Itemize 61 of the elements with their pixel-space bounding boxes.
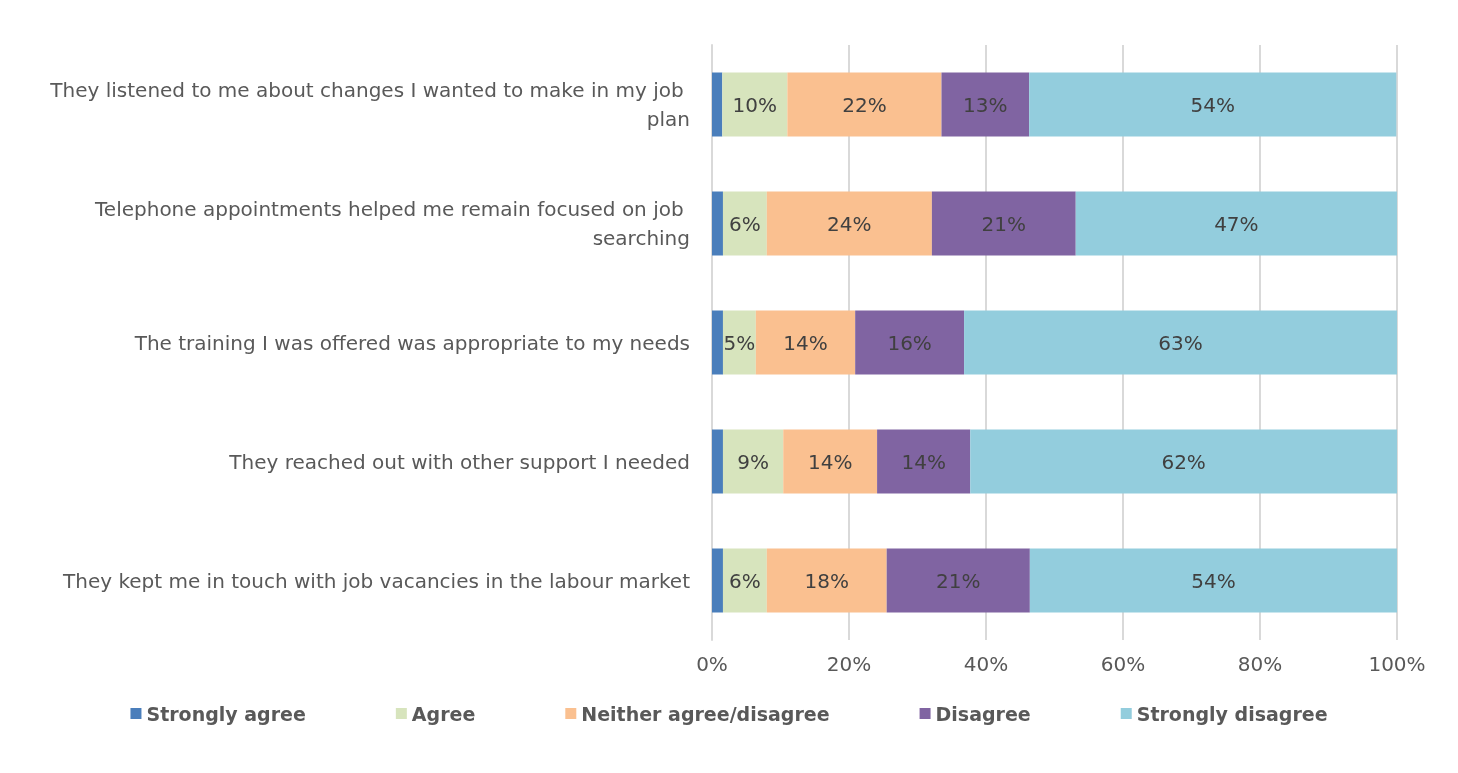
legend-label: Strongly disagree [1136, 702, 1328, 725]
bar [722, 191, 767, 256]
bar [1029, 548, 1397, 613]
bar [722, 429, 784, 494]
data-label: 24% [827, 211, 872, 236]
x-tick-label: 0% [696, 652, 728, 676]
x-tick-label: 80% [1237, 652, 1283, 676]
y-tick-label: They kept me in touch with job vacancies in the labour market [61, 568, 691, 593]
bar [1075, 191, 1397, 256]
x-tick-label: 40% [963, 652, 1009, 676]
data-label: 47% [1214, 211, 1259, 236]
bar [766, 191, 932, 256]
bar [712, 191, 723, 256]
bar [712, 429, 723, 494]
bar [855, 310, 965, 375]
legend-label: Neither agree/disagree [581, 702, 830, 725]
data-label: 14% [807, 449, 853, 474]
data-label: 18% [804, 568, 849, 593]
data-label: 6% [729, 211, 761, 236]
data-label: 6% [729, 568, 761, 593]
x-tick-label: 20% [826, 652, 872, 676]
data-label: 54% [1191, 568, 1236, 593]
data-label: 22% [842, 92, 887, 117]
bar [877, 429, 971, 494]
data-label: 21% [936, 568, 981, 593]
data-label: 13% [963, 92, 1008, 117]
y-tick-label: They listened to me about changes I wanted to make in my job plan [49, 78, 690, 131]
data-label: 14% [783, 330, 828, 355]
bar [941, 72, 1030, 137]
bar [722, 72, 788, 137]
legend-label: Strongly agree [146, 702, 306, 725]
data-label: 9% [737, 449, 769, 474]
bar [787, 72, 942, 137]
bar [766, 548, 887, 613]
legend-label: Agree [411, 702, 476, 725]
bar [964, 310, 1397, 375]
data-label: 16% [887, 330, 932, 355]
y-tick-label: They reached out with other support I needed [228, 449, 690, 474]
bar [970, 429, 1397, 494]
data-label: 62% [1161, 449, 1206, 474]
bar [1029, 72, 1397, 137]
bar [931, 191, 1076, 256]
y-tick-label: The training I was offered was appropriate to my needs [133, 330, 690, 355]
data-label: 54% [1190, 92, 1235, 117]
bar [712, 548, 723, 613]
data-label: 63% [1158, 330, 1203, 355]
data-label: 10% [732, 92, 778, 117]
y-tick-label: Telephone appointments helped me remain focused on job searching [94, 197, 690, 250]
x-tick-label: 60% [1100, 652, 1146, 676]
bar [886, 548, 1030, 613]
bar [712, 310, 723, 375]
bar [755, 310, 856, 375]
bar [712, 72, 723, 137]
bar [783, 429, 878, 494]
data-label: 21% [981, 211, 1027, 236]
x-tick-label: 100% [1368, 652, 1426, 676]
bar [722, 548, 767, 613]
legend-label: Disagree [935, 702, 1031, 725]
data-label: 5% [723, 330, 756, 355]
data-label: 14% [901, 449, 946, 474]
bar [722, 310, 756, 375]
